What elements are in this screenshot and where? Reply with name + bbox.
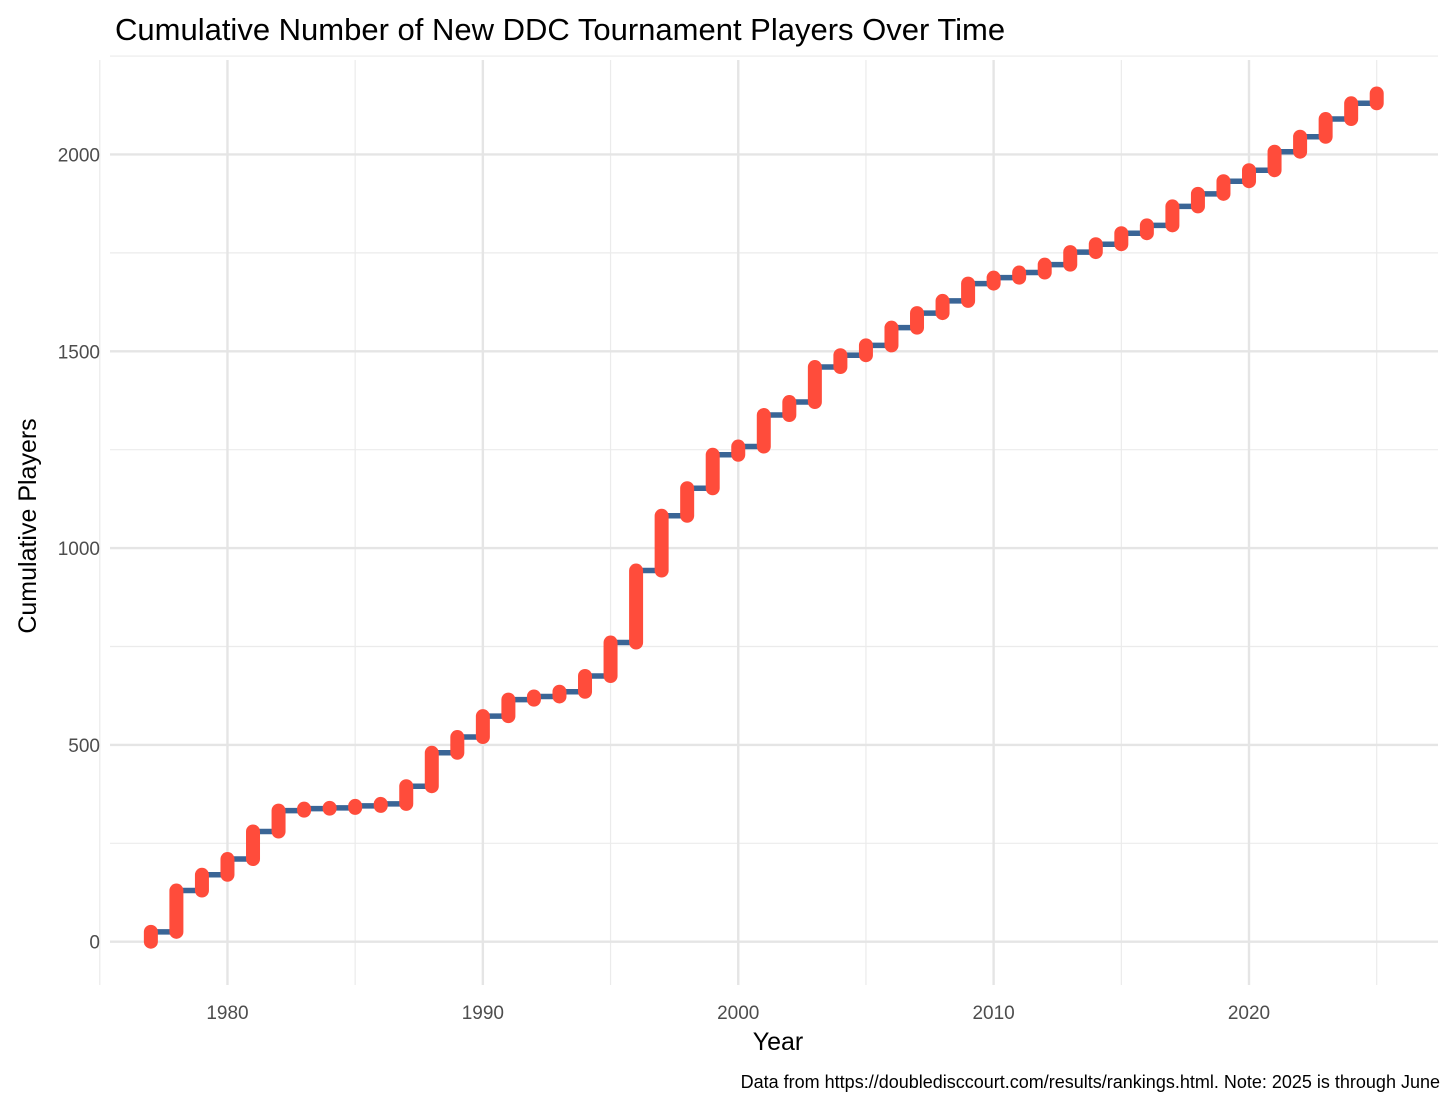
x-tick-label: 1990 xyxy=(462,1003,504,1024)
x-axis-title: Year xyxy=(753,1028,804,1056)
x-tick-label: 2010 xyxy=(972,1003,1014,1024)
y-axis-ticks: 0 500 1000 1500 2000 xyxy=(58,145,100,953)
x-tick-label: 2000 xyxy=(717,1003,759,1024)
chart-title: Cumulative Number of New DDC Tournament … xyxy=(115,12,1005,47)
yearly-increase-segments xyxy=(143,86,1384,949)
cumulative-step-line xyxy=(150,100,1377,935)
y-tick-label: 1000 xyxy=(58,539,100,560)
y-tick-label: 500 xyxy=(68,736,100,757)
y-axis-title: Cumulative Players xyxy=(14,418,42,633)
x-tick-label: 2020 xyxy=(1228,1003,1270,1024)
major-gridlines xyxy=(110,60,1438,985)
minor-gridlines xyxy=(99,55,1438,985)
chart-caption: Data from https://doubledisccourt.com/re… xyxy=(741,1072,1440,1092)
y-tick-label: 2000 xyxy=(58,145,100,166)
x-axis-ticks: 1980 1990 2000 2010 2020 xyxy=(206,1003,1270,1024)
cumulative-line xyxy=(150,100,1377,935)
x-tick-label: 1980 xyxy=(206,1003,248,1024)
y-tick-label: 0 xyxy=(89,933,100,954)
y-tick-label: 1500 xyxy=(58,342,100,363)
